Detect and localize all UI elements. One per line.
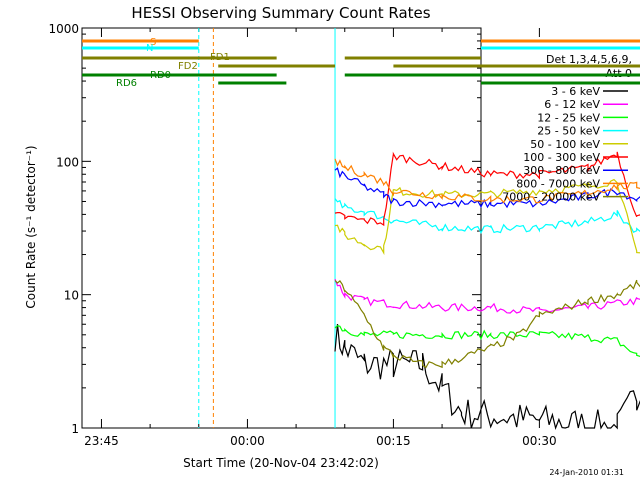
series-line — [334, 167, 640, 209]
flag-label: FD1 — [210, 52, 230, 63]
flag-label: N — [146, 43, 153, 54]
legend-label: 800 - 7000 keV — [516, 177, 600, 190]
series-line — [334, 323, 640, 431]
x-tick-label: 00:15 — [376, 434, 411, 448]
flag-label: RD0 — [150, 70, 171, 81]
plot-frame — [81, 27, 482, 429]
legend-label: 25 - 50 keV — [537, 125, 600, 138]
legend-label: 300 - 800 keV — [523, 164, 600, 177]
x-tick-label: 23:45 — [84, 434, 119, 448]
flag-label: S — [150, 37, 156, 48]
series-line — [334, 279, 640, 369]
legend-label: 7000 - 20000 keV — [502, 191, 600, 204]
flag-label: FD2 — [178, 61, 198, 72]
x-tick-label: 00:00 — [230, 434, 265, 448]
y-tick-label: 100 — [56, 155, 79, 169]
flag-label: RD6 — [116, 78, 137, 89]
y-axis-label: Count Rate (s⁻¹ detector⁻¹) — [24, 145, 38, 308]
series-line — [334, 158, 640, 204]
series-line — [334, 325, 640, 358]
y-tick-label: 1 — [71, 422, 79, 436]
legend-label: 100 - 300 keV — [523, 151, 600, 164]
series-line — [334, 278, 640, 314]
legend-label: 50 - 100 keV — [530, 138, 600, 151]
y-tick-label: 10 — [64, 289, 79, 303]
x-tick-label: 00:30 — [522, 434, 557, 448]
chart-title: HESSI Observing Summary Count Rates — [131, 4, 430, 22]
timestamp: 24-Jan-2010 01:31 — [549, 468, 624, 477]
legend-label: 3 - 6 keV — [551, 85, 600, 98]
series-line — [334, 198, 640, 235]
legend-label: 12 - 25 keV — [537, 111, 600, 124]
legend-title-1: Det 1,3,4,5,6,9, — [546, 53, 632, 66]
y-tick-label: 1000 — [48, 22, 79, 36]
series-line — [334, 151, 640, 227]
legend-label: 6 - 12 keV — [544, 98, 600, 111]
x-axis-label: Start Time (20-Nov-04 23:42:02) — [183, 456, 379, 470]
